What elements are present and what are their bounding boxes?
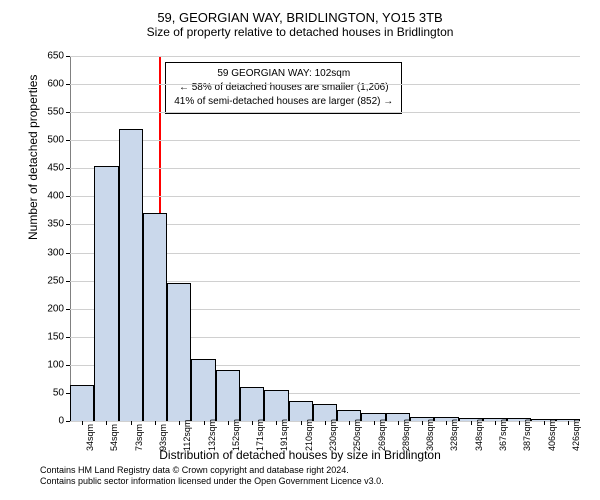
y-axis — [70, 56, 71, 421]
grid-line — [70, 84, 580, 85]
x-tick-mark — [204, 421, 205, 425]
y-tick-label: 200 — [36, 303, 64, 314]
y-tick-label: 300 — [36, 247, 64, 258]
grid-line — [70, 140, 580, 141]
x-tick-mark — [495, 421, 496, 425]
bar — [70, 385, 94, 422]
x-axis-label: Distribution of detached houses by size … — [10, 448, 590, 462]
x-tick-mark — [422, 421, 423, 425]
y-tick-mark — [66, 224, 70, 225]
y-tick-mark — [66, 196, 70, 197]
footer-line-1: Contains HM Land Registry data © Crown c… — [40, 465, 384, 477]
y-tick-mark — [66, 253, 70, 254]
x-tick-mark — [544, 421, 545, 425]
y-tick-label: 0 — [36, 416, 64, 427]
x-tick-mark — [179, 421, 180, 425]
y-tick-label: 400 — [36, 191, 64, 202]
grid-line — [70, 112, 580, 113]
y-tick-label: 150 — [36, 331, 64, 342]
annotation-line-3: 41% of semi-detached houses are larger (… — [174, 95, 393, 109]
x-tick-mark — [276, 421, 277, 425]
y-tick-label: 100 — [36, 359, 64, 370]
x-tick-mark — [471, 421, 472, 425]
x-tick-label: 171sqm — [255, 419, 265, 451]
y-tick-label: 350 — [36, 219, 64, 230]
chart-subtitle: Size of property relative to detached ho… — [10, 25, 590, 39]
x-tick-label: 132sqm — [207, 419, 217, 451]
x-tick-label: 34sqm — [85, 424, 95, 451]
y-tick-mark — [66, 140, 70, 141]
y-tick-mark — [66, 337, 70, 338]
y-tick-mark — [66, 281, 70, 282]
x-tick-label: 54sqm — [109, 424, 119, 451]
x-tick-mark — [325, 421, 326, 425]
x-tick-label: 328sqm — [449, 419, 459, 451]
bar — [119, 129, 143, 421]
y-tick-label: 600 — [36, 79, 64, 90]
x-tick-label: 152sqm — [231, 419, 241, 451]
y-tick-mark — [66, 309, 70, 310]
x-tick-mark — [155, 421, 156, 425]
bar — [216, 370, 240, 421]
bar — [264, 390, 288, 421]
x-tick-mark — [398, 421, 399, 425]
x-tick-label: 308sqm — [425, 419, 435, 451]
x-tick-mark — [374, 421, 375, 425]
x-tick-label: 210sqm — [304, 419, 314, 451]
x-tick-label: 191sqm — [279, 419, 289, 451]
chart-title: 59, GEORGIAN WAY, BRIDLINGTON, YO15 3TB — [10, 10, 590, 25]
x-tick-label: 112sqm — [182, 420, 192, 451]
y-tick-label: 50 — [36, 387, 64, 398]
x-tick-mark — [228, 421, 229, 425]
x-tick-label: 269sqm — [377, 419, 387, 451]
y-tick-mark — [66, 168, 70, 169]
x-tick-label: 367sqm — [498, 419, 508, 451]
y-tick-mark — [66, 421, 70, 422]
y-tick-label: 650 — [36, 51, 64, 62]
x-tick-label: 426sqm — [571, 419, 581, 451]
x-tick-mark — [301, 421, 302, 425]
y-axis-label: Number of detached properties — [26, 75, 40, 240]
x-tick-label: 250sqm — [352, 419, 362, 451]
y-tick-label: 250 — [36, 275, 64, 286]
y-tick-mark — [66, 84, 70, 85]
y-tick-label: 550 — [36, 107, 64, 118]
x-tick-label: 387sqm — [522, 419, 532, 451]
bar — [143, 213, 167, 421]
annotation-line-1: 59 GEORGIAN WAY: 102sqm — [174, 67, 393, 81]
x-tick-label: 230sqm — [328, 419, 338, 451]
x-tick-label: 93sqm — [158, 424, 168, 451]
plot-area: 59 GEORGIAN WAY: 102sqm ← 58% of detache… — [70, 56, 580, 421]
bar — [94, 166, 118, 422]
bar — [240, 387, 264, 421]
x-tick-label: 289sqm — [401, 419, 411, 451]
footer: Contains HM Land Registry data © Crown c… — [40, 465, 384, 488]
y-tick-mark — [66, 56, 70, 57]
x-tick-mark — [349, 421, 350, 425]
x-tick-label: 406sqm — [547, 419, 557, 451]
x-tick-mark — [446, 421, 447, 425]
x-tick-mark — [568, 421, 569, 425]
y-tick-label: 450 — [36, 163, 64, 174]
y-tick-mark — [66, 112, 70, 113]
grid-line — [70, 196, 580, 197]
x-tick-label: 73sqm — [134, 424, 144, 451]
y-tick-mark — [66, 365, 70, 366]
x-tick-mark — [131, 421, 132, 425]
x-tick-mark — [106, 421, 107, 425]
bar — [167, 283, 191, 421]
x-tick-mark — [519, 421, 520, 425]
annotation-box: 59 GEORGIAN WAY: 102sqm ← 58% of detache… — [165, 62, 402, 114]
y-tick-label: 500 — [36, 135, 64, 146]
grid-line — [70, 168, 580, 169]
x-tick-label: 348sqm — [474, 419, 484, 451]
x-tick-mark — [82, 421, 83, 425]
grid-line — [70, 56, 580, 57]
footer-line-2: Contains public sector information licen… — [40, 476, 384, 488]
bar — [191, 359, 215, 421]
chart-container: 59, GEORGIAN WAY, BRIDLINGTON, YO15 3TB … — [10, 10, 590, 490]
x-tick-mark — [252, 421, 253, 425]
